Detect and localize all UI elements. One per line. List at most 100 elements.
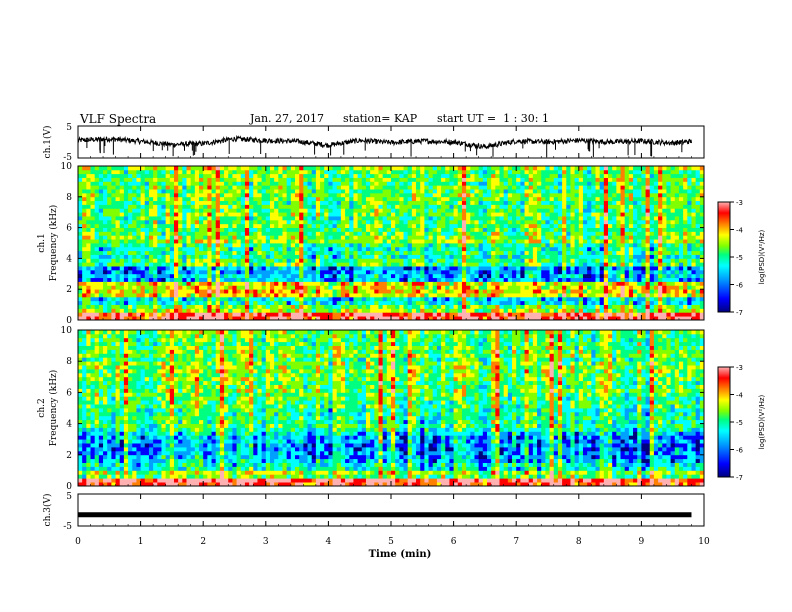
spectrogram-cell	[336, 208, 342, 213]
spectrogram-cell	[357, 312, 363, 317]
spectrogram-cell	[524, 308, 530, 313]
spectrogram-cell	[378, 269, 384, 275]
spectrogram-cell	[591, 308, 596, 313]
spectrogram-cell	[524, 219, 530, 225]
spectrogram-cell	[136, 269, 141, 275]
spectrogram-cell	[324, 312, 329, 317]
spectrogram-cell	[161, 173, 167, 178]
spectrogram-cell	[215, 223, 221, 228]
spectrogram-cell	[495, 258, 500, 263]
spectrogram-cell	[295, 227, 300, 232]
spectrogram-cell	[115, 181, 121, 186]
spectrogram-cell	[265, 262, 271, 267]
spectrogram-cell	[516, 204, 521, 209]
spectrogram-cell	[520, 308, 525, 313]
spectrogram-cell	[98, 266, 104, 271]
spectrogram-cell	[257, 312, 263, 317]
spectrogram-cell	[445, 300, 450, 305]
spectrogram-cell	[165, 196, 171, 202]
spectrogram-cell	[507, 281, 513, 286]
spectrogram-cell	[461, 281, 467, 286]
spectrogram-cell	[240, 296, 246, 302]
spectrogram-cell	[491, 269, 496, 275]
spectrogram-cell	[557, 258, 563, 263]
spectrogram-cell	[336, 277, 342, 282]
spectrogram-cell	[336, 196, 342, 202]
spectrogram-cell	[282, 281, 288, 286]
spectrogram-cell	[153, 231, 158, 236]
spectrogram-cell	[186, 277, 192, 282]
spectrogram-cell	[545, 277, 550, 282]
spectrogram-cell	[361, 316, 367, 321]
spectrogram-cell	[399, 223, 404, 228]
spectrogram-cell	[507, 173, 513, 178]
spectrogram-cell	[286, 200, 292, 205]
spectrogram-cell	[370, 200, 375, 205]
spectrogram-cell	[140, 212, 146, 217]
spectrogram-cell	[399, 219, 404, 225]
spectrogram-cell	[119, 166, 125, 171]
spectrogram-cell	[349, 243, 354, 248]
spectrogram-cell	[203, 258, 208, 263]
spectrogram-cell	[232, 296, 237, 302]
spectrogram-cell	[361, 208, 367, 213]
spectrogram-cell	[295, 246, 300, 252]
spectrogram-cell	[345, 189, 350, 194]
spectrogram-cell	[107, 223, 112, 228]
spectrogram-cell	[261, 239, 267, 244]
spectrogram-cell	[282, 216, 288, 221]
spectrogram-cell	[236, 262, 242, 267]
spectrogram-cell	[432, 281, 438, 286]
spectrogram-cell	[545, 304, 550, 309]
spectrogram-cell	[399, 173, 404, 178]
spectrogram-cell	[545, 200, 550, 205]
spectrogram-cell	[103, 231, 108, 236]
spectrogram-cell	[244, 269, 250, 275]
spectrogram-cell	[403, 208, 409, 213]
spectrogram-cell	[512, 239, 517, 244]
spectrogram-cell	[411, 189, 417, 194]
spectrogram-cell	[441, 254, 446, 259]
spectrogram-cell	[495, 200, 500, 205]
spectrogram-cell	[236, 239, 242, 244]
spectrogram-cell	[224, 289, 229, 294]
spectrogram-cell	[386, 277, 392, 282]
spectrogram-cell	[290, 189, 296, 194]
spectrogram-cell	[144, 173, 150, 178]
spectrogram-cell	[516, 192, 521, 198]
spectrogram-cell	[407, 216, 413, 221]
spectrogram-cell	[457, 166, 463, 171]
spectrogram-cell	[574, 316, 580, 321]
spectrogram-cell	[249, 196, 254, 202]
spectrogram-cell	[148, 254, 154, 259]
spectrogram-cell	[411, 173, 417, 178]
spectrogram-cell	[416, 243, 421, 248]
spectrogram-cell	[370, 300, 375, 305]
spectrogram-cell	[299, 231, 304, 236]
spectrogram-cell	[349, 250, 354, 255]
spectrogram-cell	[240, 177, 246, 182]
spectrogram-cell	[224, 273, 229, 279]
spectrogram-cell	[190, 235, 196, 240]
spectrogram-cell	[140, 196, 146, 202]
spectrogram-cell	[240, 300, 246, 305]
spectrogram-cell	[474, 196, 480, 202]
spectrogram-cell	[82, 285, 87, 290]
spectrogram-cell	[78, 243, 83, 248]
spectrogram-cell	[407, 219, 413, 225]
spectrogram-cell	[324, 293, 329, 298]
spectrogram-cell	[303, 262, 308, 267]
spectrogram-cell	[144, 262, 150, 267]
spectrogram-cell	[186, 316, 192, 321]
spectrogram-cell	[441, 181, 446, 186]
spectrogram-cell	[78, 200, 83, 205]
spectrogram-cell	[541, 312, 546, 317]
spectrogram-cell	[553, 296, 559, 302]
spectrogram-cell	[512, 200, 517, 205]
spectrogram-cell	[203, 212, 208, 217]
spectrogram-cell	[140, 173, 146, 178]
spectrogram-cell	[391, 308, 396, 313]
spectrogram-cell	[140, 181, 146, 186]
spectrogram-cell	[457, 219, 463, 225]
spectrogram-cell	[274, 208, 279, 213]
